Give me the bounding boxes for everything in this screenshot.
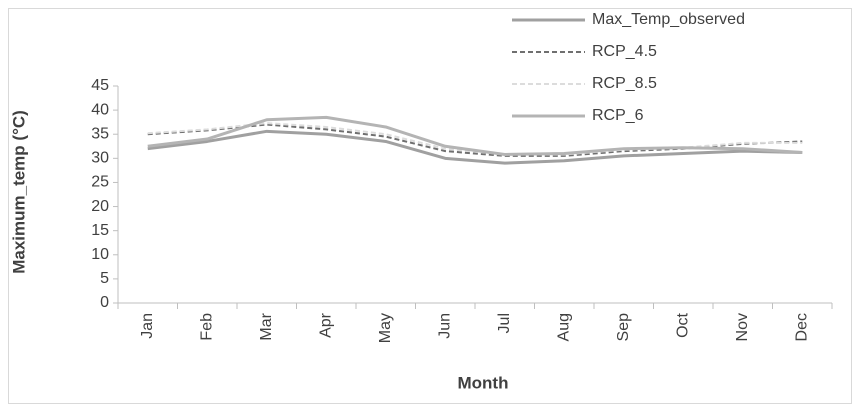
- x-tick-label: Feb: [198, 313, 215, 341]
- y-tick-label: 5: [100, 270, 109, 287]
- x-tick-label: Nov: [734, 313, 751, 341]
- series-line: [147, 129, 803, 165]
- x-tick-label: Aug: [555, 313, 572, 341]
- y-tick-label: 10: [91, 246, 109, 263]
- y-axis-title: Maximum_temp (°C): [9, 110, 28, 274]
- x-tick-label: Jan: [139, 313, 156, 339]
- x-tick-label: May: [377, 313, 394, 343]
- y-tick-label: 0: [100, 294, 109, 311]
- y-tick-label: 20: [91, 198, 109, 215]
- series-line: [147, 115, 803, 156]
- x-tick-label: Oct: [674, 312, 691, 337]
- x-tick-label: Sep: [615, 313, 632, 342]
- y-tick-label: 45: [91, 77, 109, 94]
- y-tick-label: 40: [91, 101, 109, 118]
- x-tick-label: Jul: [496, 313, 513, 333]
- x-tick-label: Jun: [436, 313, 453, 339]
- x-axis-title: Month: [458, 373, 509, 392]
- y-tick-label: 25: [91, 174, 109, 191]
- y-tick-label: 15: [91, 222, 109, 239]
- x-tick-label: Apr: [317, 312, 334, 338]
- y-tick-label: 30: [91, 150, 109, 167]
- legend-label: Max_Temp_observed: [592, 11, 745, 28]
- legend-label: RCP_4.5: [592, 43, 657, 60]
- x-tick-label: Mar: [258, 312, 275, 340]
- legend-label: RCP_8.5: [592, 75, 657, 92]
- legend-label: RCP_6: [592, 107, 644, 124]
- chart-frame: [8, 8, 852, 404]
- y-tick-label: 35: [91, 125, 109, 142]
- x-tick-label: Dec: [793, 313, 810, 341]
